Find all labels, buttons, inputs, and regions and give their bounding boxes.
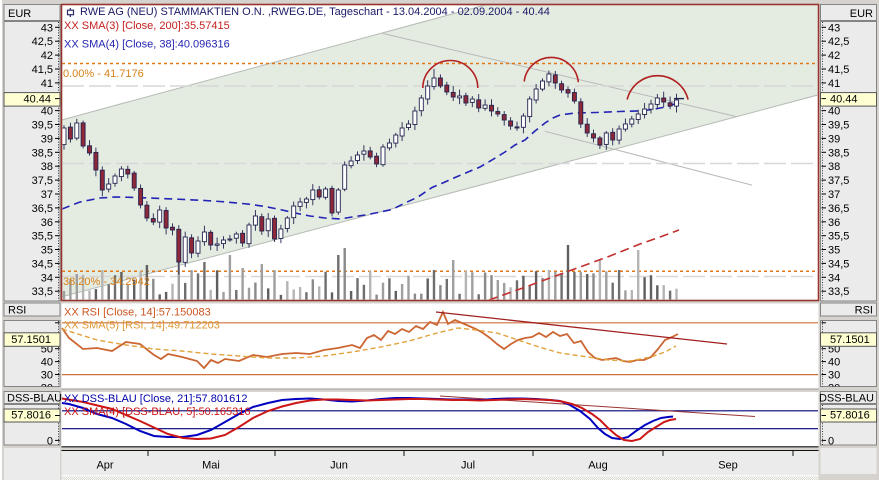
svg-text:36,5: 36,5 <box>828 203 849 215</box>
svg-text:Aug: Aug <box>588 460 608 472</box>
svg-text:38: 38 <box>41 161 53 173</box>
svg-text:EUR: EUR <box>8 8 31 20</box>
svg-text:42,5: 42,5 <box>828 36 849 48</box>
svg-text:36: 36 <box>828 217 840 229</box>
svg-text:20: 20 <box>41 382 53 394</box>
svg-text:XX SMA(4) [DSS-BLAU, 5]:50.165: XX SMA(4) [DSS-BLAU, 5]:50.165316 <box>64 406 250 418</box>
svg-text:37: 37 <box>828 189 840 201</box>
svg-text:41,5: 41,5 <box>828 64 849 76</box>
svg-text:RSI: RSI <box>855 305 873 317</box>
svg-text:RWE AG (NEU) STAMMAKTIEN O.N.: RWE AG (NEU) STAMMAKTIEN O.N. ,RWEG.DE, … <box>80 6 550 18</box>
svg-text:XX RSI [Close, 14]:57.150083: XX RSI [Close, 14]:57.150083 <box>64 307 211 319</box>
svg-text:42: 42 <box>41 50 53 62</box>
svg-text:42,5: 42,5 <box>32 36 53 48</box>
svg-text:57.1501: 57.1501 <box>11 334 51 346</box>
svg-text:38.20% - 34.2942: 38.20% - 34.2942 <box>63 276 150 288</box>
svg-text:37,5: 37,5 <box>32 175 53 187</box>
svg-text:57.8016: 57.8016 <box>11 410 51 422</box>
svg-text:40.44: 40.44 <box>830 94 858 106</box>
svg-text:41,5: 41,5 <box>32 64 53 76</box>
svg-text:34: 34 <box>828 272 840 284</box>
svg-text:XX SMA(4) [Close, 38]:40.09631: XX SMA(4) [Close, 38]:40.096316 <box>64 39 230 51</box>
svg-text:XX DSS-BLAU [Close, 21]:57.801: XX DSS-BLAU [Close, 21]:57.801612 <box>64 393 247 405</box>
svg-text:XX SMA(5) [RSI, 14]:49.712203: XX SMA(5) [RSI, 14]:49.712203 <box>64 320 220 332</box>
svg-text:40: 40 <box>828 357 840 369</box>
svg-text:34: 34 <box>41 272 53 284</box>
svg-text:39,5: 39,5 <box>828 120 849 132</box>
svg-text:41: 41 <box>828 78 840 90</box>
svg-text:34,5: 34,5 <box>32 258 53 270</box>
svg-text:40: 40 <box>41 357 53 369</box>
svg-text:36: 36 <box>41 217 53 229</box>
svg-text:Mai: Mai <box>202 460 220 472</box>
svg-text:0: 0 <box>828 435 834 447</box>
svg-text:XX SMA(3) [Close, 200]:35.5741: XX SMA(3) [Close, 200]:35.57415 <box>64 20 230 32</box>
svg-text:38: 38 <box>828 161 840 173</box>
svg-text:57.1501: 57.1501 <box>830 334 870 346</box>
svg-text:43: 43 <box>828 22 840 34</box>
svg-text:37: 37 <box>41 189 53 201</box>
svg-text:40.44: 40.44 <box>23 94 51 106</box>
svg-text:0.00% - 41.7176: 0.00% - 41.7176 <box>63 68 144 80</box>
svg-text:42: 42 <box>828 50 840 62</box>
svg-text:DSS-BLAU: DSS-BLAU <box>7 392 62 404</box>
svg-text:39,5: 39,5 <box>32 120 53 132</box>
svg-text:30: 30 <box>41 370 53 382</box>
svg-text:DSS-BLAU: DSS-BLAU <box>819 392 874 404</box>
svg-text:37,5: 37,5 <box>828 175 849 187</box>
svg-text:35: 35 <box>41 245 53 257</box>
svg-text:Jul: Jul <box>461 460 475 472</box>
svg-text:30: 30 <box>828 370 840 382</box>
svg-text:EUR: EUR <box>850 8 873 20</box>
svg-text:40: 40 <box>41 106 53 118</box>
svg-text:RSI: RSI <box>8 305 26 317</box>
svg-text:38,5: 38,5 <box>32 147 53 159</box>
svg-text:35: 35 <box>828 245 840 257</box>
svg-text:35,5: 35,5 <box>32 231 53 243</box>
svg-text:Jun: Jun <box>330 460 348 472</box>
svg-text:35,5: 35,5 <box>828 231 849 243</box>
svg-text:38,5: 38,5 <box>828 147 849 159</box>
svg-text:Sep: Sep <box>718 460 738 472</box>
svg-text:0: 0 <box>47 435 53 447</box>
svg-text:40: 40 <box>828 106 840 118</box>
svg-text:36,5: 36,5 <box>32 203 53 215</box>
svg-text:57.8016: 57.8016 <box>830 410 870 422</box>
svg-text:Apr: Apr <box>96 460 113 472</box>
svg-text:39: 39 <box>828 133 840 145</box>
svg-text:43: 43 <box>41 22 53 34</box>
svg-text:41: 41 <box>41 78 53 90</box>
svg-text:20: 20 <box>828 382 840 394</box>
svg-text:39: 39 <box>41 133 53 145</box>
svg-text:33,5: 33,5 <box>828 286 849 298</box>
svg-text:34,5: 34,5 <box>828 258 849 270</box>
svg-text:33,5: 33,5 <box>32 286 53 298</box>
